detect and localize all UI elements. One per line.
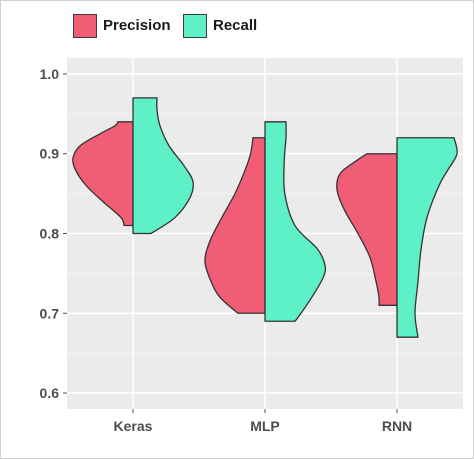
y-tick-label: 0.8 — [40, 226, 60, 242]
violin-precision-keras — [72, 121, 134, 227]
y-tick-label: 0.7 — [40, 305, 60, 321]
violin-precision-mlp — [204, 137, 266, 314]
x-tick-label: MLP — [250, 418, 280, 434]
x-tick-label: RNN — [382, 418, 412, 434]
violin-precision-rnn — [336, 153, 398, 306]
legend-key-precision — [73, 14, 97, 38]
y-tick-label: 0.6 — [40, 385, 60, 401]
legend-key-recall — [183, 14, 207, 38]
violin-recall-mlp — [264, 121, 327, 322]
x-tick-label: Keras — [114, 418, 153, 434]
violin-recall-keras — [132, 97, 195, 235]
y-tick-label: 0.9 — [40, 146, 60, 162]
legend-label-precision: Precision — [103, 17, 171, 34]
violin-recall-rnn — [396, 137, 458, 338]
legend-label-recall: Recall — [213, 17, 258, 34]
y-tick-label: 1.0 — [40, 66, 60, 82]
